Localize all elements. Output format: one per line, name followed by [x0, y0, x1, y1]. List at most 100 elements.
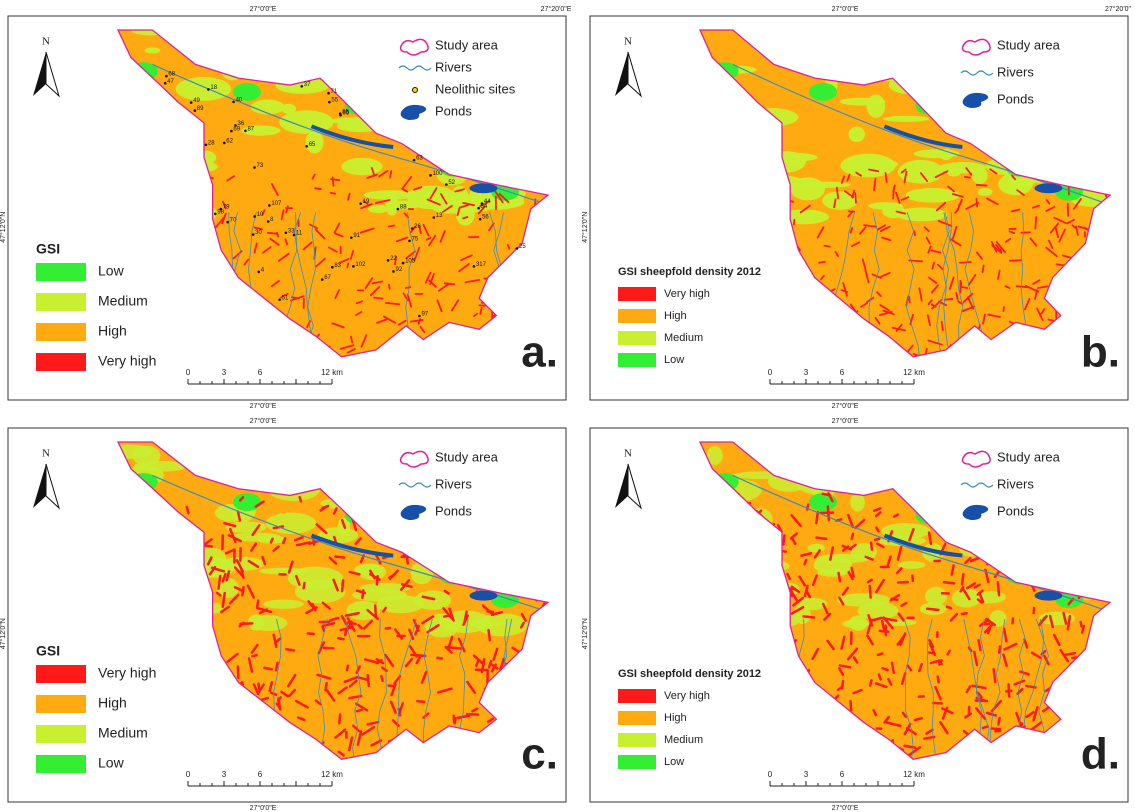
class-area: [376, 595, 425, 614]
class-area: [317, 641, 326, 655]
scale-label: 6: [258, 368, 263, 377]
class-area: [437, 282, 451, 292]
class-area: [939, 148, 953, 161]
class-area: [895, 567, 903, 575]
class-area: [239, 567, 245, 580]
site-label: 83: [334, 263, 341, 269]
class-area: [959, 281, 963, 294]
north-label: N: [624, 448, 632, 460]
class-area: [887, 677, 893, 686]
coord-label: 47°12'0"N: [581, 212, 589, 243]
legend-label: Study area: [435, 449, 499, 464]
class-area: [393, 674, 402, 685]
class-area: [291, 296, 300, 300]
pond: [310, 124, 394, 149]
legend-symbol: [961, 38, 991, 56]
site-dot: [230, 129, 233, 133]
site-dot: [226, 220, 229, 224]
class-area: [328, 616, 340, 622]
class-area: [511, 646, 521, 654]
class-area: [946, 649, 951, 656]
class-area: [257, 682, 261, 691]
class-area: [800, 552, 813, 557]
class-area: [258, 608, 269, 615]
class-area: [488, 662, 499, 670]
class-area: [315, 257, 326, 268]
class-area: [410, 653, 427, 658]
class-area: [238, 495, 245, 502]
class-area: [208, 565, 217, 576]
class-area: [1058, 228, 1066, 243]
legend-label: High: [98, 695, 127, 711]
class-area: [881, 666, 889, 672]
site-dot: [352, 265, 355, 268]
class-area: [421, 615, 435, 625]
site-label: 73: [257, 163, 264, 169]
class-area: [1073, 197, 1082, 210]
legend-label: Study area: [997, 37, 1061, 52]
class-area: [1032, 606, 1036, 615]
class-area: [919, 172, 929, 183]
class-area: [848, 126, 865, 143]
class-area: [346, 348, 356, 354]
site-label: 71: [331, 89, 338, 95]
site-dot: [359, 202, 362, 205]
class-area: [861, 258, 867, 271]
class-area: [364, 277, 374, 290]
class-area: [370, 167, 376, 177]
class-area: [366, 720, 380, 726]
class-area: [878, 310, 893, 317]
coord-label: 27°0'0"E: [832, 402, 859, 410]
class-area: [1079, 620, 1083, 628]
class-area: [445, 646, 462, 650]
site-dot: [219, 207, 223, 211]
class-area: [456, 714, 471, 720]
class-area: [1053, 216, 1067, 224]
site-dot: [232, 100, 235, 104]
class-area: [202, 544, 214, 548]
coord-label: 27°0'0"E: [250, 402, 277, 410]
class-area: [1004, 237, 1012, 243]
site-dot: [305, 144, 309, 148]
class-area: [978, 591, 985, 604]
class-area: [872, 616, 883, 622]
class-area: [306, 632, 315, 636]
class-area: [1066, 218, 1075, 225]
class-area: [473, 312, 479, 318]
legend-symbol: [962, 504, 989, 520]
class-area: [934, 170, 949, 179]
class-area: [247, 559, 260, 569]
legend-swatch: [618, 353, 656, 367]
class-area: [869, 541, 874, 551]
class-area: [822, 191, 858, 210]
class-area: [325, 689, 336, 702]
class-area: [321, 601, 331, 610]
class-area: [895, 191, 901, 204]
class-area: [337, 750, 345, 757]
class-area: [274, 661, 279, 672]
class-area: [849, 543, 857, 550]
class-area: [840, 175, 846, 184]
scale-label: 0: [768, 368, 773, 377]
class-area: [908, 746, 922, 757]
legend-label: High: [664, 712, 687, 724]
class-area: [1002, 627, 1008, 643]
class-area: [384, 626, 392, 630]
class-area: [913, 230, 916, 237]
class-area: [1007, 683, 1011, 698]
class-area: [896, 633, 907, 646]
site-label: 89: [197, 106, 204, 112]
class-area: [408, 628, 415, 641]
class-area: [472, 654, 486, 666]
class-area: [251, 653, 258, 658]
class-area: [981, 264, 985, 274]
class-area: [811, 647, 820, 661]
site-label: 47: [167, 79, 174, 85]
panel-letter: c.: [521, 730, 558, 779]
class-area: [918, 287, 923, 302]
class-area: [266, 231, 278, 235]
class-area: [1032, 279, 1041, 285]
class-area: [872, 507, 882, 513]
class-area: [463, 610, 468, 625]
class-area: [458, 204, 469, 209]
